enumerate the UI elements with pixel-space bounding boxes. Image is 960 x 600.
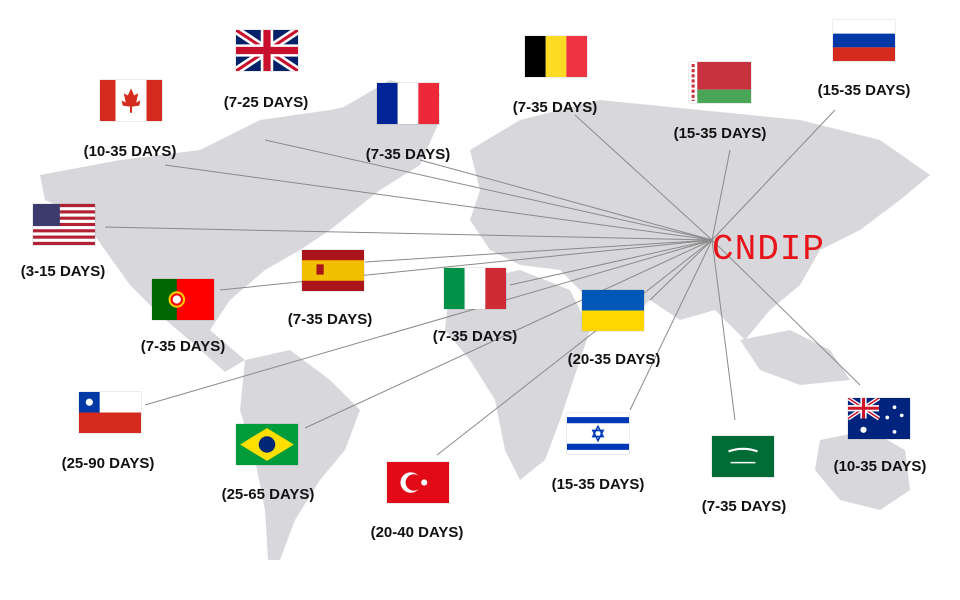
route-line [304, 239, 713, 429]
delivery-time-label: (7-35 DAYS) [432, 328, 518, 345]
delivery-time-label: (7-35 DAYS) [512, 99, 598, 116]
delivery-time-label: (20-40 DAYS) [370, 524, 464, 541]
south-america [240, 350, 360, 560]
route-line [264, 139, 713, 241]
brazil-flag-icon [236, 424, 298, 465]
delivery-time-label: (25-90 DAYS) [61, 455, 155, 472]
route-line [574, 114, 713, 241]
route-line [144, 239, 713, 406]
route-line [509, 239, 713, 286]
italy-flag-icon [444, 268, 506, 309]
africa [445, 270, 590, 480]
continents [40, 80, 930, 560]
belgium-flag-icon [525, 36, 587, 77]
delivery-time-label: (7-35 DAYS) [287, 311, 373, 328]
delivery-time-label: (7-25 DAYS) [223, 94, 309, 111]
delivery-time-label: (10-35 DAYS) [83, 143, 177, 160]
europe-asia [470, 100, 930, 340]
chile-flag-icon [79, 392, 141, 433]
turkey-flag-icon [387, 462, 449, 503]
delivery-time-label: (25-65 DAYS) [221, 486, 315, 503]
delivery-time-label: (20-35 DAYS) [567, 351, 661, 368]
route-lines [104, 109, 861, 456]
australia [815, 430, 910, 510]
canada-flag-icon [100, 80, 162, 121]
usa-flag-icon [33, 204, 95, 245]
ukraine-flag-icon [582, 290, 644, 331]
route-line [419, 159, 713, 241]
australia-flag-icon [848, 398, 910, 439]
russia-flag-icon [833, 20, 895, 61]
delivery-time-label: (3-15 DAYS) [20, 263, 106, 280]
delivery-time-label: (15-35 DAYS) [817, 82, 911, 99]
saudi-arabia-flag-icon [712, 436, 774, 477]
delivery-time-label: (15-35 DAYS) [673, 125, 767, 142]
route-line [104, 226, 713, 241]
belarus-flag-icon [689, 62, 751, 103]
delivery-time-label: (7-35 DAYS) [140, 338, 226, 355]
route-line [364, 239, 713, 263]
delivery-time-label: (7-35 DAYS) [365, 146, 451, 163]
france-flag-icon [377, 83, 439, 124]
southeast-asia [740, 330, 850, 385]
route-line [711, 239, 861, 386]
portugal-flag-icon [152, 279, 214, 320]
north-america [40, 95, 440, 372]
route-line [436, 239, 713, 456]
uk-flag-icon [236, 30, 298, 71]
brand-logo-text: CNDIP [712, 229, 826, 270]
spain-flag-icon [302, 250, 364, 291]
route-line [711, 239, 736, 421]
delivery-time-label: (10-35 DAYS) [833, 458, 927, 475]
route-line [649, 239, 713, 301]
delivery-time-label: (7-35 DAYS) [701, 498, 787, 515]
route-line [711, 109, 836, 241]
route-line [629, 239, 713, 411]
route-line [164, 164, 713, 241]
delivery-time-label: (15-35 DAYS) [551, 476, 645, 493]
israel-flag-icon [567, 413, 629, 454]
route-line [711, 149, 731, 241]
